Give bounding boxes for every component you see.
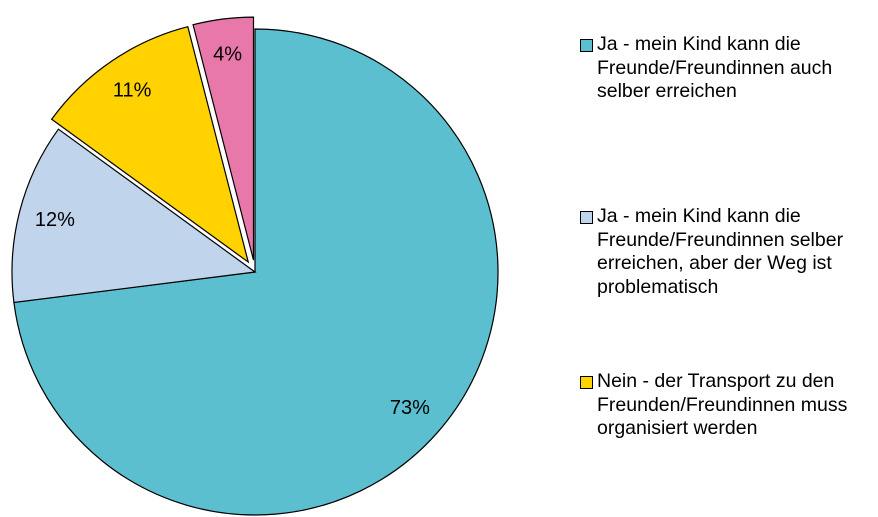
pie-area: 73% 12% 11% 4% bbox=[11, 16, 499, 516]
legend-label: Ja - mein Kind kann die Freunde/Freundin… bbox=[597, 205, 844, 298]
slice-label: 12% bbox=[35, 209, 75, 231]
legend-entry: Nein - der Transport zu den Freunden/Fre… bbox=[580, 370, 872, 441]
pie-slice bbox=[192, 16, 255, 261]
legend-swatch bbox=[580, 211, 593, 224]
slice-label: 11% bbox=[113, 80, 152, 102]
legend-label: Nein - der Transport zu den Freunden/Fre… bbox=[597, 370, 848, 439]
pie-slice bbox=[50, 25, 250, 264]
legend-entry: Ja - mein Kind kann die Freunde/Freundin… bbox=[580, 205, 872, 299]
legend-swatch bbox=[580, 39, 593, 52]
slice-label: 4% bbox=[213, 43, 242, 65]
legend-label: Ja - mein Kind kann die Freunde/Freundin… bbox=[597, 33, 833, 102]
legend-swatch bbox=[580, 376, 593, 389]
legend-entry: Ja - mein Kind kann die Freunde/Freundin… bbox=[580, 33, 872, 104]
pie-slice bbox=[11, 128, 257, 304]
slice-label: 73% bbox=[390, 397, 430, 419]
